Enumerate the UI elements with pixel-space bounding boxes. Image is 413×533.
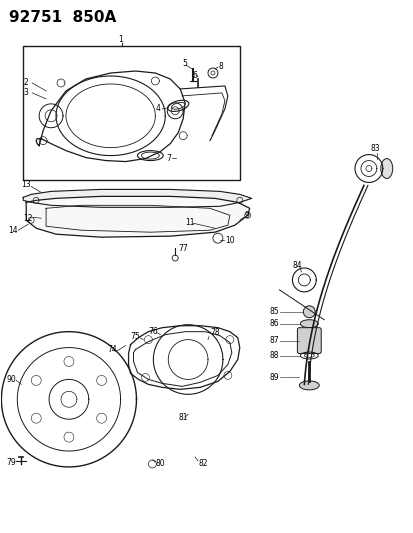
Text: 86: 86 — [269, 319, 278, 328]
Ellipse shape — [380, 158, 392, 179]
Text: 75: 75 — [130, 332, 140, 341]
Text: 7: 7 — [166, 154, 171, 163]
Bar — [23, 46, 239, 181]
Text: 82: 82 — [197, 459, 207, 469]
Circle shape — [303, 306, 315, 318]
Text: 12: 12 — [23, 214, 33, 223]
Ellipse shape — [299, 381, 318, 390]
Text: 80: 80 — [155, 459, 164, 469]
Text: 92751  850A: 92751 850A — [9, 10, 116, 25]
Text: 11: 11 — [185, 218, 194, 227]
Polygon shape — [26, 196, 249, 237]
Text: 1: 1 — [118, 35, 123, 44]
Text: 77: 77 — [178, 244, 188, 253]
Text: 5: 5 — [182, 59, 187, 68]
Text: 78: 78 — [209, 328, 219, 337]
Text: 76: 76 — [148, 327, 158, 336]
Polygon shape — [23, 189, 251, 207]
Text: 2: 2 — [23, 78, 28, 87]
Text: 6: 6 — [192, 70, 197, 79]
FancyBboxPatch shape — [297, 328, 320, 353]
Text: 79: 79 — [6, 458, 16, 467]
Text: 83: 83 — [370, 144, 380, 153]
Text: 84: 84 — [292, 261, 301, 270]
Text: 74: 74 — [107, 345, 117, 354]
Text: 88: 88 — [269, 351, 278, 360]
Ellipse shape — [300, 320, 318, 328]
Text: 4: 4 — [155, 104, 160, 114]
Text: 14: 14 — [8, 225, 18, 235]
Ellipse shape — [304, 353, 313, 358]
Text: 89: 89 — [269, 373, 278, 382]
Text: 9: 9 — [244, 211, 249, 220]
Text: 10: 10 — [224, 236, 234, 245]
Text: 81: 81 — [178, 413, 187, 422]
Text: 85: 85 — [269, 307, 278, 316]
Text: 3: 3 — [23, 88, 28, 98]
Text: 90: 90 — [6, 375, 16, 384]
Text: 13: 13 — [21, 180, 31, 189]
Text: 8: 8 — [218, 61, 223, 70]
Text: 87: 87 — [269, 336, 278, 345]
